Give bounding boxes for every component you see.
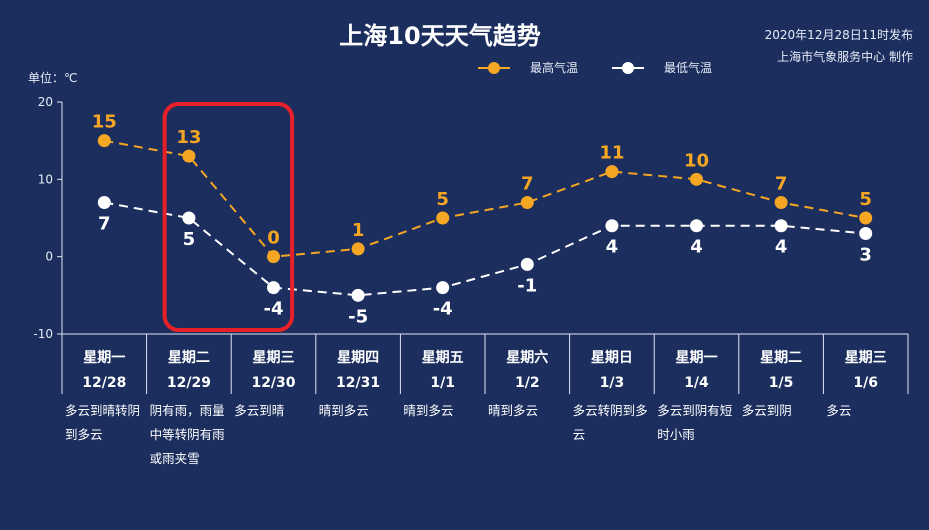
y-axis-ticks: -10 0 10 20: [33, 95, 62, 341]
x-weekday-label-9: 星期三: [845, 350, 887, 366]
x-date-label-6: 1/3: [600, 375, 625, 391]
high-point-5: [520, 196, 534, 210]
high-value-label-9: 5: [859, 189, 872, 210]
weather-desc-5: 晴到多云: [488, 403, 538, 418]
x-date-label-9: 1/6: [853, 375, 878, 391]
high-point-7: [690, 172, 703, 186]
legend-high-marker: [488, 62, 500, 74]
x-date-label-7: 1/4: [684, 375, 709, 391]
y-tick-label-3: 20: [38, 95, 53, 109]
y-axis-unit: 单位：℃: [28, 70, 77, 85]
high-point-9: [859, 211, 873, 225]
legend: 最高气温 最低气温: [478, 60, 712, 75]
low-value-label-5: -1: [517, 275, 537, 296]
low-value-label-9: 3: [859, 244, 872, 265]
low-point-9: [859, 226, 873, 240]
publish-time: 2020年12月28日11时发布: [765, 27, 913, 42]
high-value-label-6: 11: [599, 143, 624, 164]
x-weekday-label-4: 星期五: [422, 350, 464, 366]
highlight-box: [162, 102, 295, 332]
x-axis-categories: 星期一 12/28 多云到晴转阴到多云 星期二 12/29 阴有雨，雨量中等转阴有雨或雨夹…: [61, 334, 909, 466]
high-value-label-5: 7: [521, 174, 534, 195]
high-temp-line: [104, 139, 866, 258]
high-point-4: [436, 211, 450, 225]
x-date-label-5: 1/2: [515, 375, 540, 391]
y-tick-label-0: -10: [33, 327, 53, 341]
low-temp-line: [104, 201, 866, 297]
high-value-label-7: 10: [684, 150, 709, 171]
y-tick-label-1: 0: [45, 250, 53, 264]
high-value-label-8: 7: [775, 174, 788, 195]
weather-desc-1: 阴有雨，雨量中等转阴有雨或雨夹雪: [150, 403, 225, 466]
low-point-8: [774, 219, 788, 233]
high-point-6: [605, 165, 619, 179]
x-date-label-8: 1/5: [769, 375, 794, 391]
x-date-label-1: 12/29: [167, 375, 211, 391]
weather-desc-2: 多云到晴: [234, 403, 284, 418]
low-point-4: [436, 281, 450, 295]
low-point-6: [605, 219, 619, 233]
low-point-5: [520, 257, 534, 271]
weather-desc-6: 多云转阴到多云: [573, 403, 648, 442]
weather-desc-9: 多云: [826, 403, 851, 418]
low-point-1: [182, 211, 196, 225]
x-weekday-label-2: 星期三: [253, 350, 295, 366]
high-point-1: [182, 149, 196, 163]
x-weekday-label-5: 星期六: [506, 349, 548, 366]
low-value-label-8: 4: [775, 237, 788, 258]
low-value-label-3: -5: [348, 306, 368, 327]
series-low-temp: 7 5 -4 -5 -4 -1 4 4 4 3: [97, 196, 873, 327]
low-value-label-1: 5: [183, 229, 196, 250]
low-point-3: [351, 288, 365, 302]
high-point-0: [97, 134, 111, 148]
high-value-label-4: 5: [436, 189, 449, 210]
x-weekday-label-1: 星期二: [168, 350, 210, 366]
high-value-label-1: 13: [176, 127, 201, 148]
x-weekday-label-6: 星期日: [591, 350, 633, 366]
weather-desc-4: 晴到多云: [403, 403, 453, 418]
legend-high-label: 最高气温: [530, 60, 578, 75]
low-value-label-0: 7: [98, 214, 111, 235]
high-point-8: [774, 196, 788, 210]
low-point-2: [267, 281, 280, 295]
x-date-label-4: 1/1: [430, 375, 455, 391]
legend-low-label: 最低气温: [664, 60, 712, 75]
chart-title: 上海10天天气趋势: [339, 22, 540, 50]
x-weekday-label-3: 星期四: [337, 350, 379, 366]
weather-desc-3: 晴到多云: [319, 403, 369, 418]
high-value-label-2: 0: [267, 228, 280, 249]
x-weekday-label-7: 星期一: [676, 350, 718, 366]
legend-low-marker: [622, 62, 634, 74]
x-weekday-label-0: 星期一: [83, 350, 125, 366]
low-point-7: [690, 219, 703, 233]
x-date-label-0: 12/28: [82, 375, 126, 391]
high-value-label-3: 1: [352, 220, 365, 241]
publisher: 上海市气象服务中心 制作: [777, 49, 913, 64]
low-value-label-7: 4: [690, 237, 703, 258]
low-value-label-2: -4: [264, 299, 284, 320]
x-weekday-label-8: 星期二: [760, 350, 802, 366]
high-value-label-0: 15: [92, 112, 117, 133]
x-date-label-3: 12/31: [336, 375, 380, 391]
low-value-label-6: 4: [606, 237, 619, 258]
low-value-label-4: -4: [433, 299, 453, 320]
y-tick-label-2: 10: [38, 172, 53, 186]
weather-desc-0: 多云到晴转阴到多云: [65, 403, 140, 442]
low-point-0: [97, 196, 111, 210]
weather-desc-7: 多云到阴有短时小雨: [657, 403, 732, 442]
high-point-2: [267, 250, 280, 264]
weather-desc-8: 多云到阴: [742, 403, 792, 418]
x-date-label-2: 12/30: [251, 375, 295, 391]
high-point-3: [351, 242, 365, 256]
